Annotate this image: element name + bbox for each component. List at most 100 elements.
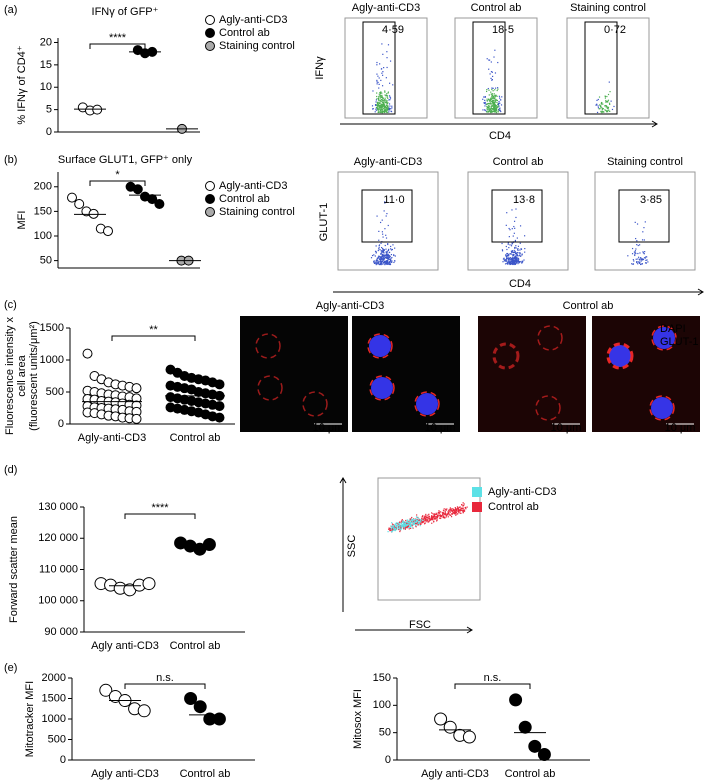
event-dot (387, 92, 389, 94)
event-dot (492, 94, 494, 96)
event-dot (509, 261, 512, 263)
event-dot (395, 522, 397, 524)
event-dot (434, 518, 436, 520)
event-dot (384, 109, 387, 111)
event-dot (492, 108, 494, 110)
event-dot (371, 254, 374, 257)
event-dot (418, 518, 420, 520)
event-dot (376, 83, 378, 85)
event-dot (441, 512, 443, 514)
event-dot (495, 107, 497, 109)
event-dot (499, 109, 501, 111)
event-dot (423, 519, 425, 522)
event-dot (385, 107, 387, 109)
event-dot (632, 263, 635, 265)
event-dot (406, 525, 408, 527)
event-dot (489, 103, 492, 105)
y-axis-label: (fluorescent units/μm²) (28, 321, 40, 431)
event-dot (436, 520, 438, 522)
event-dot (433, 514, 435, 516)
plot-frame (594, 171, 696, 271)
event-dot (380, 108, 382, 111)
event-dot (389, 529, 392, 532)
event-dot (408, 521, 410, 523)
event-dot (378, 95, 380, 97)
event-dot (644, 251, 646, 253)
event-dot (492, 87, 494, 89)
event-dot (496, 101, 498, 104)
event-dot (381, 109, 383, 111)
event-dot (492, 96, 494, 98)
event-dot (516, 253, 518, 255)
event-dot (390, 261, 393, 263)
event-dot (440, 514, 442, 516)
event-dot (374, 255, 376, 257)
event-dot (383, 249, 385, 251)
event-dot (376, 105, 379, 107)
event-dot (515, 245, 517, 247)
event-dot (404, 522, 407, 524)
event-dot (486, 105, 488, 108)
event-dot (385, 263, 387, 265)
event-dot (466, 506, 468, 508)
event-dot (489, 111, 491, 113)
event-dot (384, 91, 386, 93)
event-dot (482, 98, 484, 100)
event-dot (427, 516, 429, 518)
event-dot (505, 224, 507, 226)
event-dot (511, 258, 513, 260)
y-tick-label: 90 000 (44, 626, 78, 638)
event-dot (513, 262, 516, 264)
event-dot (454, 511, 456, 514)
event-dot (636, 261, 638, 263)
event-dot (389, 97, 392, 99)
event-dot (375, 108, 377, 110)
event-dot (437, 515, 439, 517)
event-dot (504, 259, 506, 261)
event-dot (381, 106, 383, 108)
x-axis-label: FSC (409, 619, 431, 631)
event-dot (413, 520, 415, 522)
event-dot (489, 108, 491, 110)
event-dot (490, 103, 492, 105)
event-dot (380, 260, 382, 262)
event-dot (380, 257, 383, 259)
event-dot (381, 105, 383, 107)
data-point (147, 194, 158, 205)
event-dot (391, 105, 393, 107)
event-dot (402, 521, 405, 523)
event-dot (382, 74, 384, 76)
plot-frame (566, 17, 650, 119)
event-dot (427, 517, 429, 519)
event-dot (494, 96, 496, 98)
event-dot (496, 105, 498, 107)
event-dot (388, 528, 390, 530)
micrograph (240, 316, 348, 432)
event-dot (450, 516, 453, 518)
event-dot (378, 257, 380, 259)
event-dot (510, 245, 513, 247)
event-dot (484, 105, 486, 107)
event-dot (385, 101, 387, 104)
gate (584, 21, 618, 115)
event-dot (370, 257, 373, 259)
event-dot (411, 524, 413, 526)
event-dot (506, 252, 508, 255)
event-dot (640, 260, 642, 262)
event-dot (383, 257, 385, 260)
event-dot (381, 231, 384, 233)
event-dot (411, 525, 413, 527)
event-dot (380, 111, 382, 113)
event-dot (380, 110, 382, 112)
event-dot (399, 526, 401, 528)
y-tick-label: 0 (60, 754, 66, 766)
y-tick-label: 2000 (42, 672, 66, 684)
membrane (606, 342, 634, 370)
event-dot (523, 259, 525, 261)
event-dot (490, 110, 492, 112)
event-dot (600, 102, 603, 104)
event-dot (511, 228, 513, 230)
event-dot (447, 510, 449, 512)
event-dot (378, 96, 380, 98)
